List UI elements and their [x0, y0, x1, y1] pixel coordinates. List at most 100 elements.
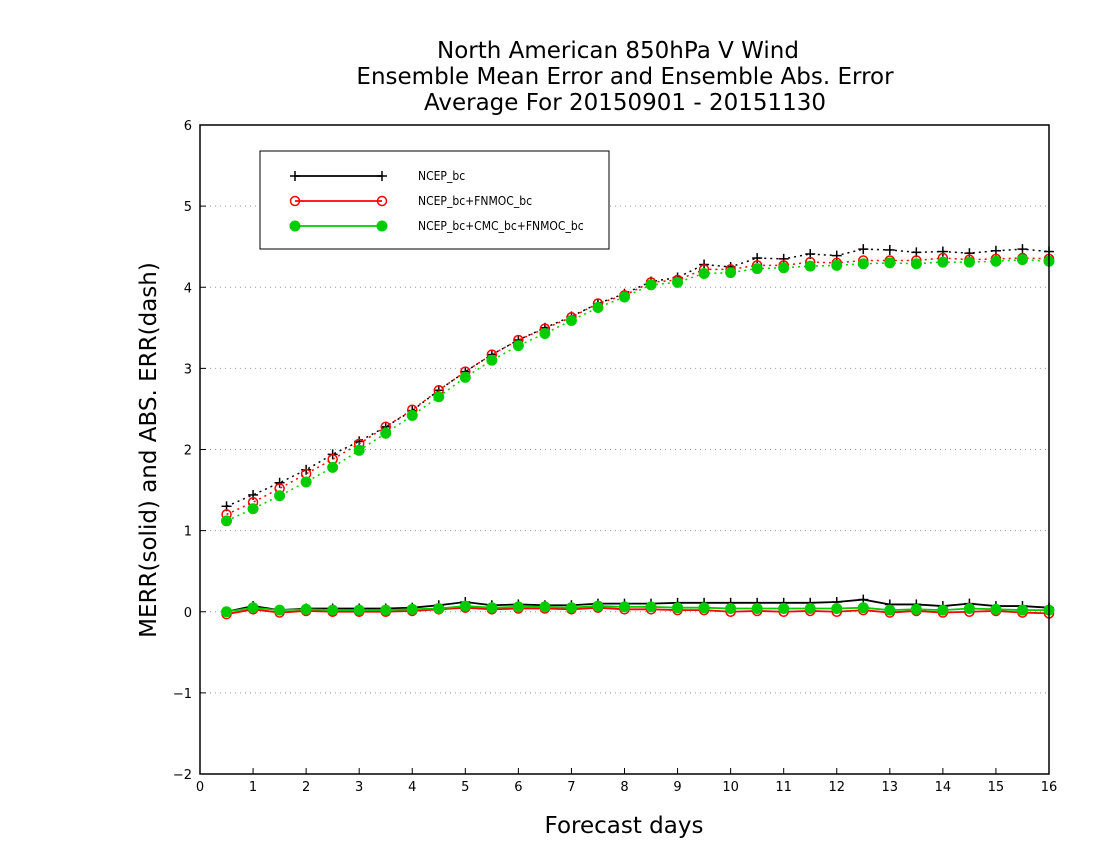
abs-err-point: [963, 256, 975, 268]
abs-err-point: [274, 477, 285, 488]
x-tick-label: 0: [196, 780, 204, 795]
x-tick-label: 14: [935, 780, 952, 795]
series-1: [221, 252, 1055, 620]
legend-item: NCEP_bc+FNMOC_bc: [289, 194, 532, 208]
abs-err-point: [937, 246, 948, 257]
x-tick-label: 11: [775, 780, 792, 795]
legend-item: NCEP_bc: [290, 169, 465, 183]
abs-err-point: [353, 444, 365, 456]
mean-err-point: [645, 601, 657, 613]
abs-err-point: [300, 476, 312, 488]
y-tick-label: −2: [173, 768, 192, 783]
mean-err-point: [778, 603, 790, 615]
abs-err-line: [226, 257, 1050, 516]
mean-err-point: [751, 603, 763, 615]
legend-item: NCEP_bc+CMC_bc+FNMOC_bc: [289, 219, 584, 233]
abs-err-point: [751, 263, 763, 275]
y-axis-label: MERR(solid) and ABS. ERR(dash): [136, 262, 162, 638]
abs-err-point: [221, 515, 233, 527]
abs-err-point: [645, 279, 657, 291]
abs-err-point: [857, 258, 869, 270]
abs-err-point: [964, 248, 975, 259]
abs-err-point: [804, 260, 816, 272]
mean-err-point: [619, 601, 630, 613]
legend-box: [259, 150, 610, 250]
abs-err-point: [1017, 244, 1028, 255]
y-tick-label: 2: [184, 444, 192, 459]
grid: [200, 205, 1049, 694]
x-tick-label: 16: [1041, 780, 1058, 795]
mean-err-point: [937, 604, 949, 616]
mean-err-point: [274, 604, 286, 616]
title-line-2: Ensemble Mean Error and Ensemble Abs. Er…: [356, 64, 894, 90]
legend-label: NCEP_bc: [418, 169, 465, 183]
mean-err-point: [221, 606, 233, 618]
abs-err-point: [858, 244, 869, 255]
y-tick-label: 6: [184, 119, 192, 134]
y-tick-label: 1: [184, 525, 192, 540]
mean-err-point: [459, 600, 471, 612]
mean-err-point: [910, 603, 922, 615]
x-tick-label: 6: [514, 780, 522, 795]
abs-err-point: [406, 409, 418, 421]
mean-err-point: [539, 601, 551, 613]
abs-err-point: [672, 276, 684, 288]
mean-err-point: [804, 603, 816, 615]
y-tick-label: 0: [184, 606, 192, 621]
series-layer: [221, 244, 1055, 620]
abs-err-line: [226, 258, 1050, 522]
y-tick-label: 4: [184, 281, 192, 296]
legend-marker: [376, 220, 388, 232]
abs-err-point: [884, 244, 895, 255]
legend-label: NCEP_bc+FNMOC_bc: [418, 194, 532, 208]
legend-marker: [290, 171, 300, 181]
mean-err-point: [512, 601, 524, 613]
abs-err-point: [725, 267, 737, 279]
mean-err-point: [247, 602, 259, 614]
abs-err-point: [274, 490, 286, 502]
x-tick-label: 2: [302, 780, 310, 795]
x-tick-label: 4: [408, 780, 416, 795]
chart-title: North American 850hPa V Wind Ensemble Me…: [356, 38, 894, 116]
abs-err-point: [592, 302, 604, 314]
y-tick-label: 5: [184, 200, 192, 215]
abs-err-point: [778, 253, 789, 264]
abs-err-point: [1016, 254, 1028, 266]
mean-err-point: [353, 604, 365, 616]
abs-err-point: [512, 340, 524, 352]
x-tick-label: 1: [249, 780, 257, 795]
title-line-1: North American 850hPa V Wind: [437, 38, 799, 64]
abs-err-point: [459, 371, 471, 383]
x-tick-label: 10: [722, 780, 739, 795]
abs-err-point: [778, 262, 790, 274]
x-tick-label: 12: [828, 780, 845, 795]
mean-err-point: [433, 603, 445, 615]
abs-err-point: [380, 427, 392, 439]
x-tick-label: 9: [673, 780, 681, 795]
mean-err-point: [698, 602, 710, 614]
x-tick-label: 5: [461, 780, 469, 795]
abs-err-point: [831, 259, 843, 271]
mean-err-point: [486, 602, 498, 614]
abs-err-point: [937, 256, 949, 268]
legend-marker: [289, 195, 301, 207]
mean-err-point: [884, 604, 896, 616]
mean-err-point: [380, 604, 392, 616]
x-tick-label: 13: [882, 780, 899, 795]
mean-err-point: [990, 603, 1002, 615]
abs-err-point: [539, 327, 551, 339]
y-tick-label: 3: [184, 362, 192, 377]
x-tick-label: 3: [355, 780, 363, 795]
abs-err-point: [990, 255, 1002, 267]
abs-err-point: [698, 267, 710, 279]
legend-marker: [377, 171, 387, 181]
legend-marker: [289, 220, 301, 232]
x-tick-label: 8: [620, 780, 628, 795]
abs-err-point: [433, 391, 445, 403]
mean-err-point: [725, 603, 737, 615]
title-line-3: Average For 20150901 - 20151130: [424, 90, 826, 116]
abs-err-point: [327, 461, 339, 473]
mean-err-point: [963, 603, 975, 615]
series-2: [221, 254, 1055, 618]
